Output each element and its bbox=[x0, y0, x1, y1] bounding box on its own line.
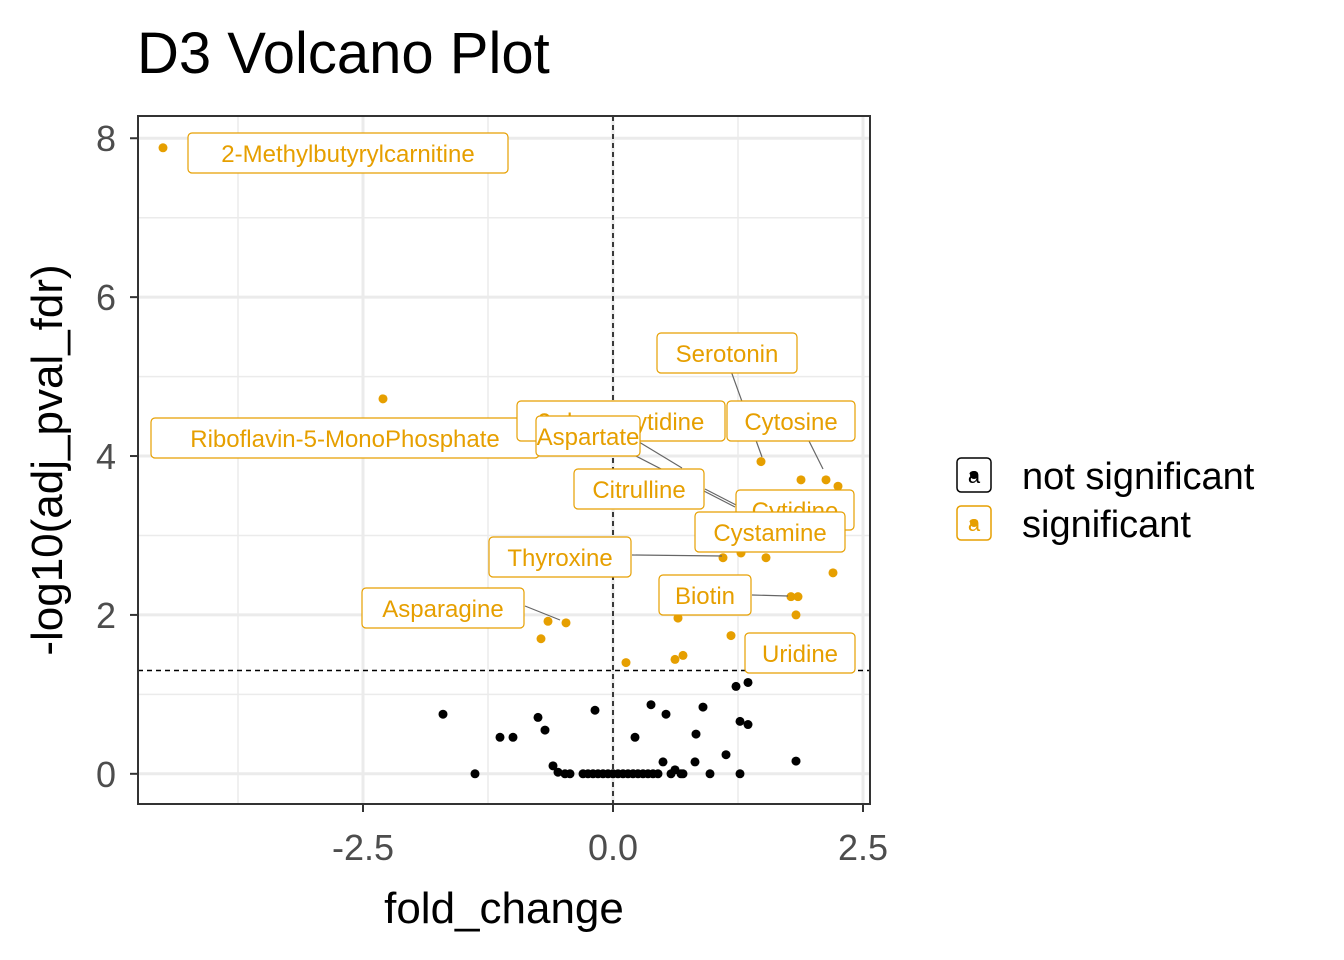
significant-point bbox=[761, 553, 771, 563]
significant-point bbox=[561, 618, 571, 628]
not-significant-point bbox=[438, 709, 448, 719]
not-significant-point bbox=[533, 712, 543, 722]
chart-title: D3 Volcano Plot bbox=[137, 21, 550, 86]
label-leader-line bbox=[524, 605, 561, 621]
x-tick-label: 2.5 bbox=[838, 827, 888, 868]
not-significant-point bbox=[508, 732, 518, 742]
label-leader-line bbox=[631, 554, 723, 557]
not-significant-point bbox=[658, 757, 668, 767]
not-significant-point bbox=[705, 769, 715, 779]
not-significant-point bbox=[731, 681, 741, 691]
label-leader-line bbox=[704, 488, 739, 507]
not-significant-point bbox=[690, 757, 700, 767]
point-label-box bbox=[726, 400, 856, 442]
point-label: Citrulline bbox=[592, 477, 685, 504]
point-label: Uridine bbox=[762, 641, 838, 668]
not-significant-point bbox=[678, 769, 688, 779]
label-leader-line bbox=[807, 438, 824, 470]
point-label: Riboflavin-5-MonoPhosphate bbox=[190, 426, 500, 453]
point-label: Asparagine bbox=[382, 596, 503, 623]
point-label: Biotin bbox=[675, 583, 735, 610]
not-significant-point bbox=[661, 709, 671, 719]
significant-point bbox=[756, 457, 766, 467]
not-significant-point bbox=[691, 729, 701, 739]
significant-point bbox=[833, 481, 843, 491]
significant-point bbox=[673, 613, 683, 623]
significant-point bbox=[670, 654, 680, 664]
not-significant-point bbox=[540, 725, 550, 735]
point-label: Thyroxine bbox=[507, 545, 612, 572]
legend-key-point bbox=[970, 519, 978, 527]
not-significant-point bbox=[735, 716, 745, 726]
legend-label: significant bbox=[1022, 504, 1191, 546]
y-tick-label: 4 bbox=[96, 436, 116, 477]
point-label-box bbox=[535, 415, 641, 457]
point-label-box bbox=[694, 511, 846, 553]
label-leader-line bbox=[751, 594, 789, 597]
point-label-box bbox=[361, 587, 525, 629]
point-label: Cystamine bbox=[713, 520, 826, 547]
significant-point bbox=[796, 475, 806, 485]
significant-point bbox=[621, 658, 631, 668]
not-significant-point bbox=[653, 769, 663, 779]
not-significant-point bbox=[791, 756, 801, 766]
not-significant-point bbox=[553, 767, 563, 777]
legend: anot significantasignificant bbox=[956, 456, 1255, 546]
not-significant-point bbox=[565, 769, 575, 779]
data-points bbox=[158, 143, 843, 779]
not-significant-point bbox=[630, 732, 640, 742]
not-significant-point bbox=[743, 720, 753, 730]
x-tick-label: -2.5 bbox=[332, 827, 394, 868]
point-labels: 2-Methylbutyrylcarnitine Serotonin Cytosin… bbox=[150, 132, 856, 674]
threshold-lines bbox=[138, 116, 870, 804]
significant-point bbox=[678, 650, 688, 660]
significant-point bbox=[718, 553, 728, 563]
point-label-box bbox=[658, 574, 752, 616]
significant-point bbox=[791, 610, 801, 620]
point-label-box bbox=[656, 332, 798, 374]
not-significant-point bbox=[735, 769, 745, 779]
point-label-box bbox=[573, 468, 705, 510]
significant-point bbox=[793, 592, 803, 602]
not-significant-point bbox=[470, 769, 480, 779]
not-significant-point bbox=[590, 705, 600, 715]
x-tick-label: 0.0 bbox=[588, 827, 638, 868]
point-label: Cytosine bbox=[744, 409, 837, 436]
significant-point bbox=[828, 568, 838, 578]
significant-point bbox=[378, 394, 388, 404]
not-significant-point bbox=[698, 702, 708, 712]
significant-point bbox=[543, 616, 553, 626]
legend-label: not significant bbox=[1022, 456, 1255, 498]
significant-point bbox=[786, 592, 796, 602]
not-significant-point bbox=[743, 677, 753, 687]
point-label: Aspartate bbox=[537, 424, 640, 451]
y-tick-label: 8 bbox=[96, 118, 116, 159]
significant-point bbox=[821, 475, 831, 485]
not-significant-point bbox=[495, 732, 505, 742]
significant-point bbox=[158, 143, 168, 153]
not-significant-point bbox=[548, 761, 558, 771]
y-tick-label: 6 bbox=[96, 277, 116, 318]
significant-point bbox=[726, 631, 736, 641]
not-significant-point bbox=[646, 700, 656, 710]
point-label-box bbox=[488, 536, 632, 578]
significant-point bbox=[536, 634, 546, 644]
point-label: 2-Methylbutyrylcarnitine bbox=[221, 141, 474, 168]
y-axis-title: -log10(adj_pval_fdr) bbox=[23, 264, 72, 655]
point-label-box bbox=[187, 132, 509, 174]
legend-key-point bbox=[970, 471, 978, 479]
axes: -2.5 0.0 2.5 0 2 4 6 8 bbox=[96, 118, 888, 868]
x-axis-title: fold_change bbox=[384, 884, 624, 933]
not-significant-point bbox=[721, 750, 731, 760]
point-label-box bbox=[744, 632, 856, 674]
plot-panel-border bbox=[137, 115, 871, 805]
y-tick-label: 2 bbox=[96, 595, 116, 636]
label-leader-line bbox=[633, 438, 683, 469]
y-tick-label: 0 bbox=[96, 754, 116, 795]
point-label: Serotonin bbox=[676, 341, 779, 368]
